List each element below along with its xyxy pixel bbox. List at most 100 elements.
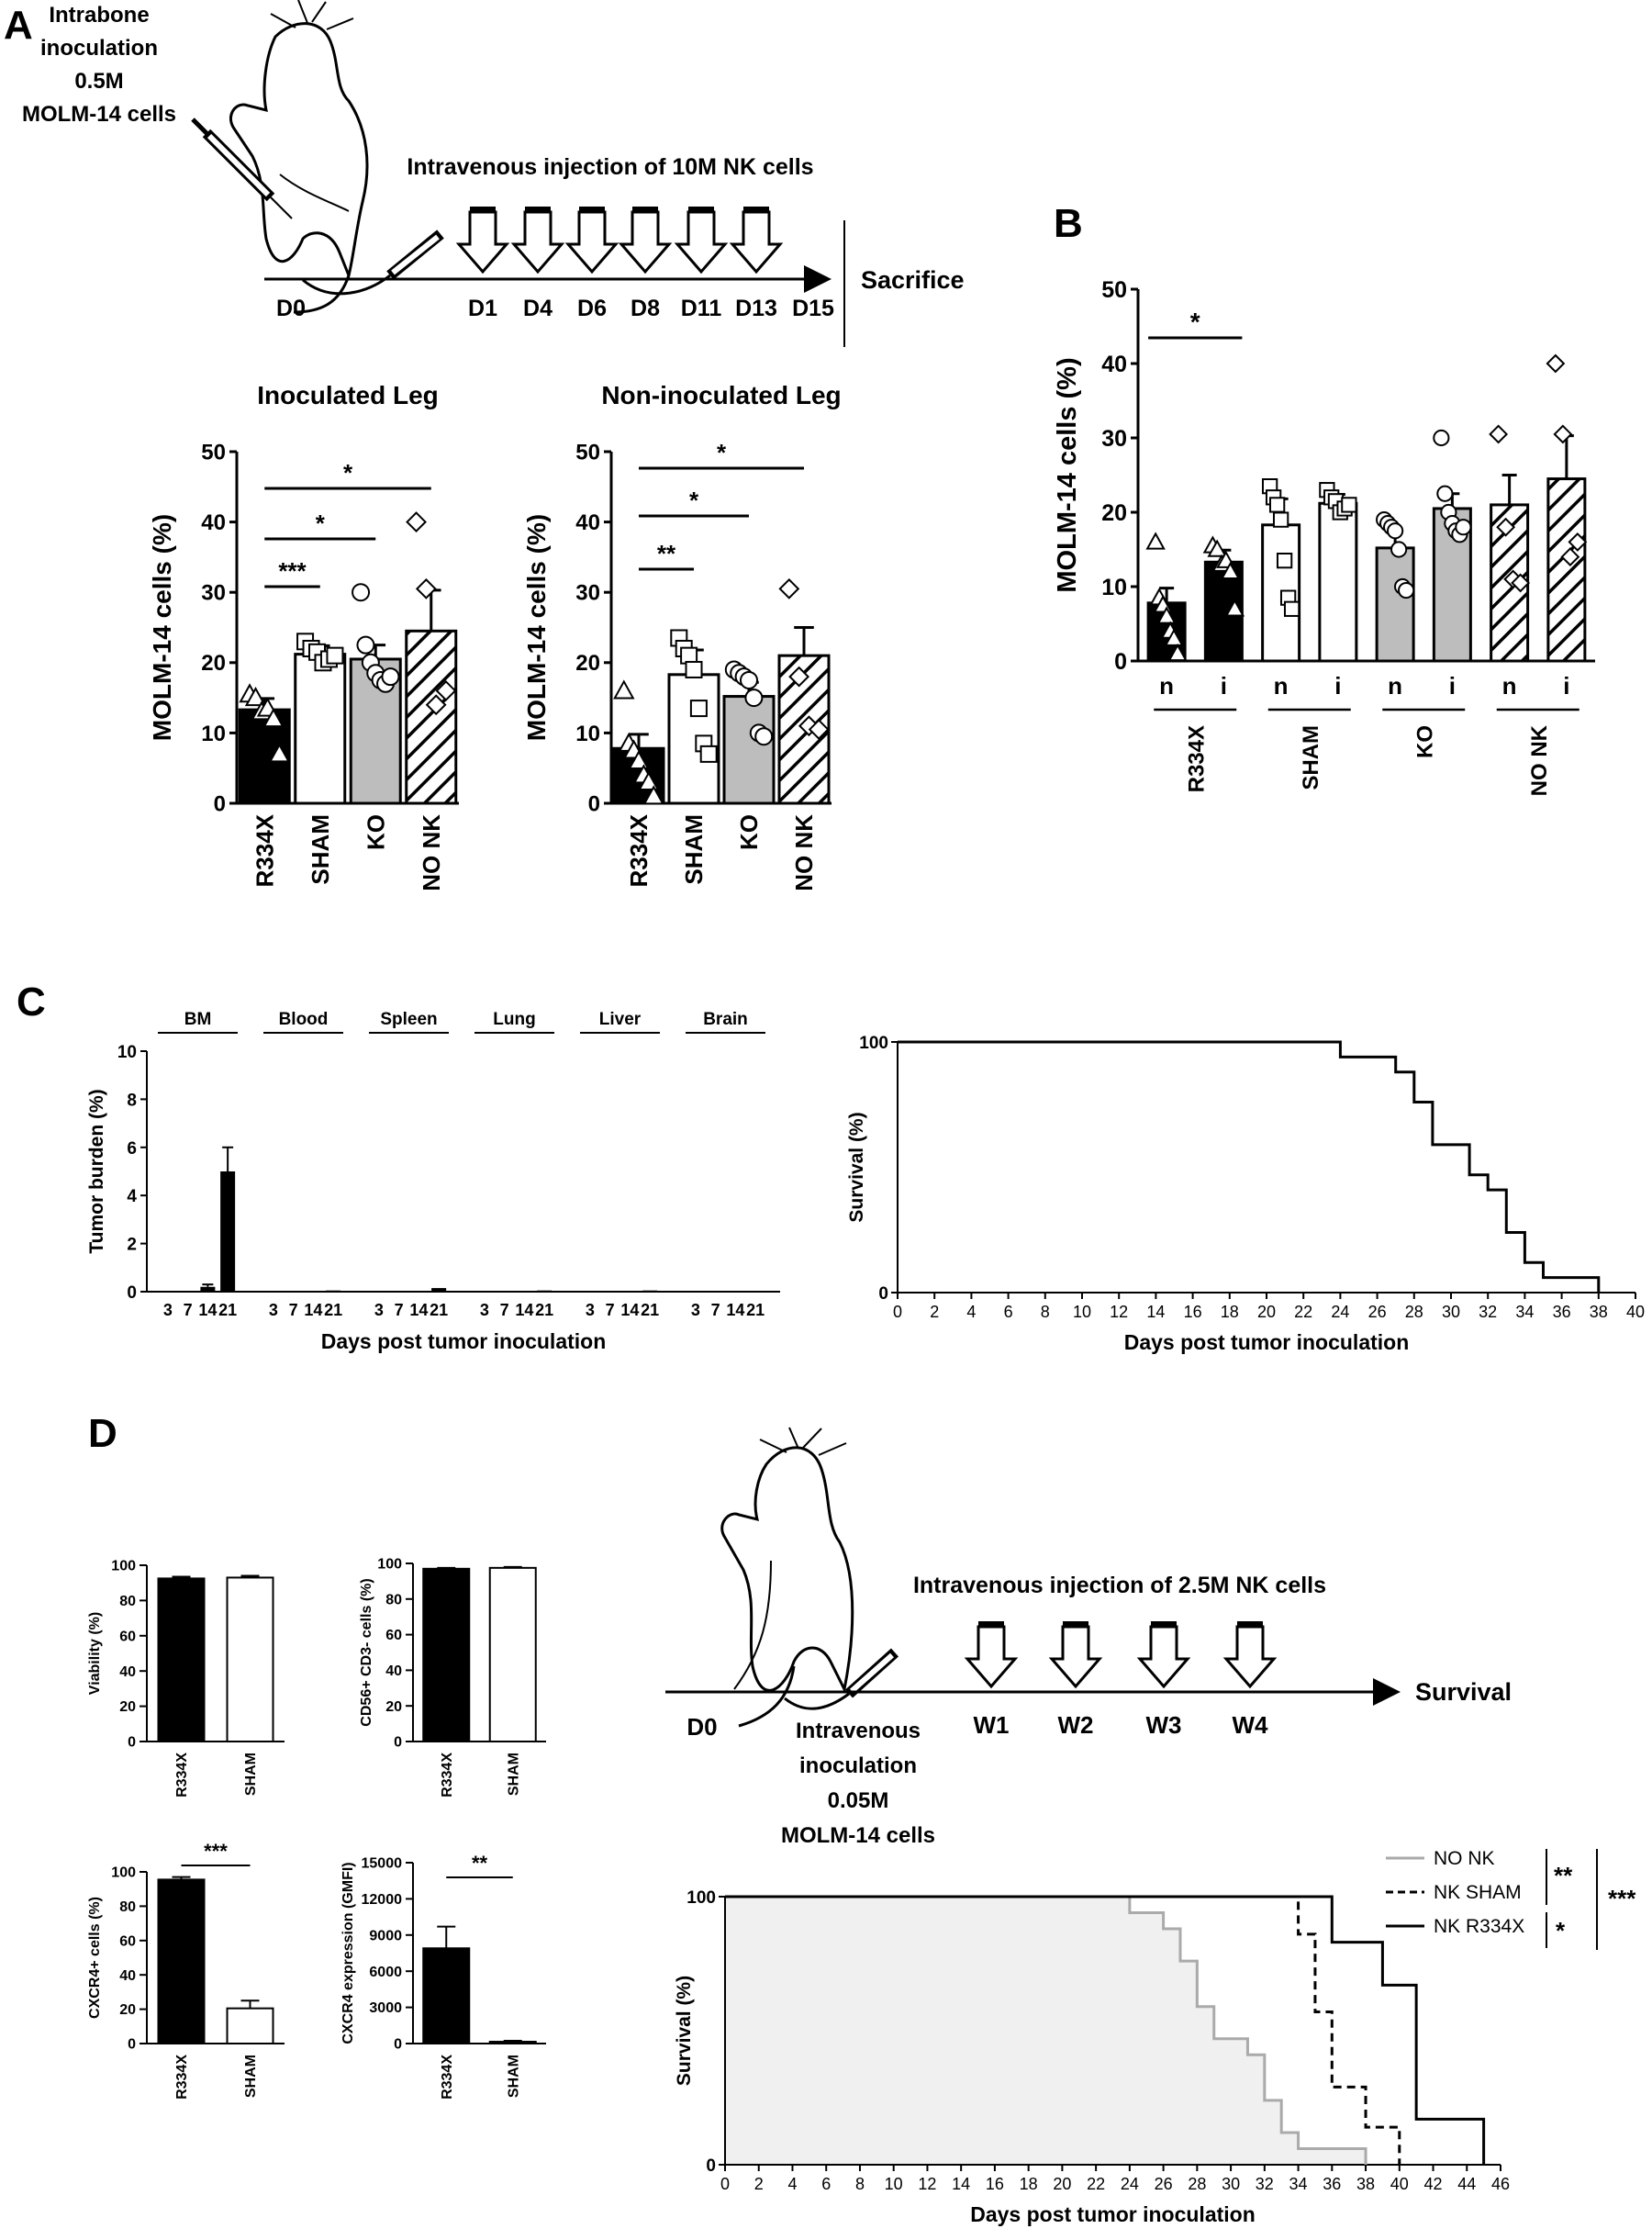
- y-tick-label: 0: [214, 791, 226, 816]
- data-point: [244, 687, 267, 707]
- x-tick-label: 2: [930, 1303, 939, 1321]
- x-tick-label: 0: [720, 2175, 730, 2193]
- inoc-line-4: MOLM-14 cells: [22, 102, 176, 127]
- data-point: [1167, 643, 1188, 662]
- bar: [431, 1288, 447, 1292]
- significance-label: ***: [278, 557, 307, 585]
- y-tick-label: 30: [201, 581, 226, 606]
- x-tick-label: 3: [269, 1301, 278, 1319]
- chart-title: Inoculated Leg: [257, 381, 439, 409]
- bar: [722, 695, 776, 805]
- y-tick-label: 10: [201, 722, 226, 746]
- y-tick-label: 6: [127, 1139, 137, 1159]
- significance-label: ***: [204, 1840, 228, 1863]
- data-point: [1560, 547, 1580, 567]
- timeline-day-label: D11: [681, 296, 722, 321]
- timeline-day-label: D6: [577, 296, 607, 321]
- y-tick-label: 30: [575, 581, 600, 606]
- injection-title-a: Intravenous injection of 10M NK cells: [407, 154, 813, 180]
- injection-arrow: [1222, 1625, 1278, 1689]
- data-point: [778, 577, 800, 599]
- x-tick-label: 30: [1222, 2175, 1240, 2193]
- y-tick-label: 10: [117, 1043, 137, 1062]
- survival-area-shade: [725, 1897, 1367, 2165]
- y-tick-label: 40: [201, 510, 226, 535]
- y-tick-label: 100: [859, 1034, 888, 1053]
- significance-label: **: [1554, 1862, 1573, 1889]
- x-axis-label: Days post tumor inoculation: [970, 2202, 1256, 2226]
- bar: [1375, 546, 1415, 663]
- injection-arrow: [729, 210, 784, 274]
- bar: [200, 1286, 216, 1292]
- data-point: [1341, 497, 1357, 513]
- organ-label: BM: [184, 1010, 212, 1029]
- data-point: [685, 660, 703, 678]
- x-tick-label: 7: [606, 1301, 615, 1319]
- bar: [422, 1947, 471, 2044]
- y-tick-label: 8: [127, 1091, 137, 1110]
- bar: [157, 1878, 206, 2045]
- organ-label: Liver: [599, 1010, 642, 1029]
- x-tick-label: n: [1388, 672, 1402, 700]
- survival-curve: [898, 1040, 1601, 1293]
- x-tick-label: 14: [409, 1301, 428, 1319]
- x-tick-label: 21: [324, 1301, 342, 1319]
- y-axis-label: MOLM-14 cells (%): [1053, 357, 1082, 592]
- inoc-d-line-4: MOLM-14 cells: [781, 1823, 935, 1848]
- y-tick-label: 60: [385, 1628, 402, 1643]
- x-tick-label: 14: [952, 2175, 970, 2193]
- x-tick-label: 14: [1146, 1303, 1165, 1321]
- timeline-week-label: W4: [1233, 1711, 1269, 1739]
- data-point: [1276, 553, 1293, 569]
- y-tick-label: 40: [385, 1663, 402, 1679]
- x-tick-label: 21: [535, 1301, 553, 1319]
- x-tick-label: i: [1563, 672, 1569, 700]
- y-tick-label: 12000: [362, 1892, 403, 1908]
- inoc-line-2: inoculation: [40, 36, 158, 61]
- y-tick-label: 15000: [362, 1856, 403, 1872]
- legend-label: NK SHAM: [1434, 1882, 1522, 1903]
- y-axis-label: Viability (%): [87, 1612, 103, 1695]
- x-tick-label: 10: [1073, 1303, 1091, 1321]
- x-tick-label: R334X: [251, 813, 278, 887]
- data-point: [1489, 424, 1509, 444]
- x-tick-label: i: [1221, 672, 1227, 700]
- data-point: [1283, 600, 1300, 617]
- significance-label: **: [472, 1852, 488, 1875]
- x-tick-label: 7: [500, 1301, 509, 1319]
- x-tick-label: KO: [362, 814, 389, 850]
- x-tick-label: 22: [1087, 2175, 1105, 2193]
- x-tick-label: 32: [1479, 1303, 1497, 1321]
- x-tick-label: 7: [395, 1301, 404, 1319]
- x-tick-label: 14: [198, 1301, 217, 1319]
- y-tick-label: 80: [119, 1594, 136, 1609]
- data-point: [788, 666, 810, 688]
- bar: [226, 2007, 274, 2045]
- data-point: [268, 743, 291, 763]
- injection-arrow: [618, 210, 673, 274]
- injection-arrow-cap: [743, 207, 769, 212]
- x-tick-label: 14: [304, 1301, 322, 1319]
- x-tick-label: 24: [1331, 1303, 1349, 1321]
- data-point: [406, 511, 427, 533]
- data-point: [1272, 511, 1289, 528]
- chart-viability: 0 20 40 60 80 100 Viability (%) R334X SHAM: [87, 1559, 285, 1798]
- y-axis-label: Survival (%): [674, 1976, 695, 2086]
- x-axis-label: Days post tumor inoculation: [1124, 1330, 1410, 1354]
- significance-label: *: [717, 439, 727, 466]
- data-point: [1207, 539, 1227, 557]
- injection-arrow-cap: [525, 207, 551, 212]
- x-tick-label: 3: [480, 1301, 489, 1319]
- y-tick-label: 2: [127, 1236, 137, 1255]
- y-tick-label: 10: [575, 722, 600, 746]
- x-tick-label: 14: [515, 1301, 533, 1319]
- panel-letter-d: D: [88, 1411, 117, 1456]
- data-point: [1390, 541, 1408, 558]
- y-tick-label: 100: [377, 1557, 402, 1573]
- data-point: [642, 785, 664, 805]
- x-tick-label: 40: [1390, 2175, 1409, 2193]
- y-tick-label: 20: [385, 1699, 402, 1715]
- data-point: [1455, 519, 1472, 536]
- injection-arrow: [455, 210, 510, 274]
